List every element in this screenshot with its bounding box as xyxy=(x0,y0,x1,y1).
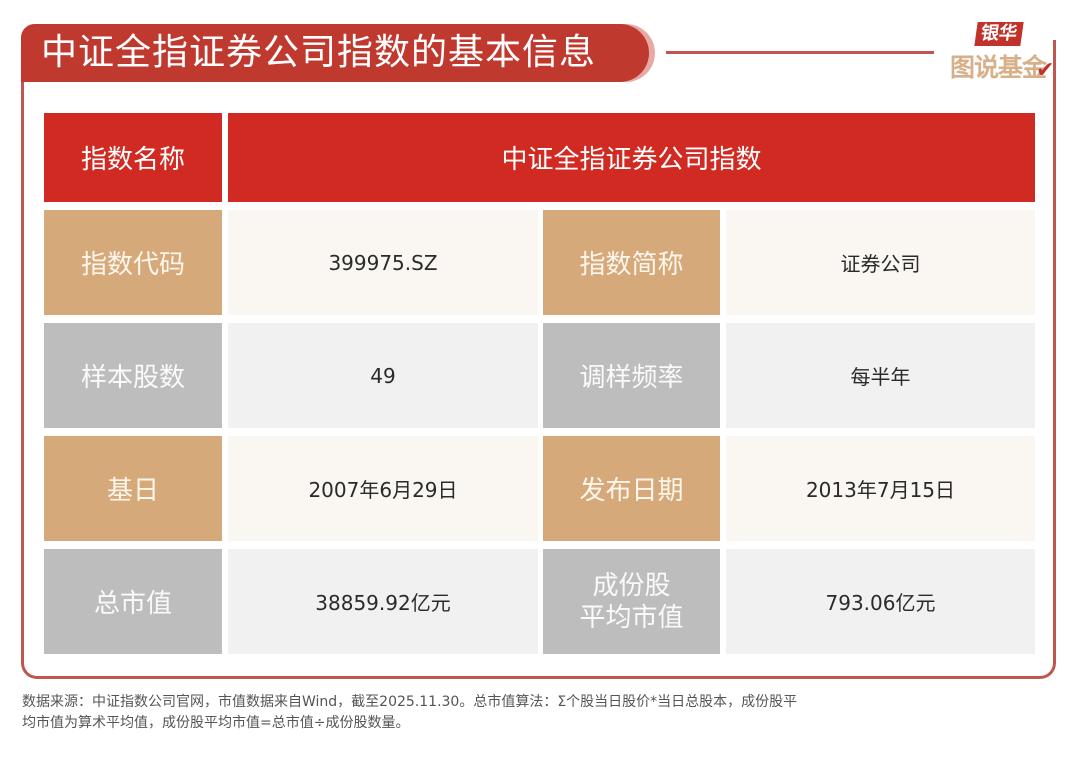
label-base-date: 基日 xyxy=(44,436,222,541)
label-rebalance-frequency: 调样频率 xyxy=(543,323,720,428)
value-avg-constituent-cap: 793.06亿元 xyxy=(726,549,1035,654)
card-frame xyxy=(21,40,1056,679)
value-sample-count: 49 xyxy=(228,323,538,428)
footnote-line-1: 数据来源：中证指数公司官网，市值数据来自Wind，截至2025.11.30。总市… xyxy=(22,694,798,710)
value-rebalance-frequency: 每半年 xyxy=(726,323,1035,428)
title-banner: 中证全指证券公司指数的基本信息 xyxy=(21,24,649,82)
label-avg-constituent-cap-line2: 平均市值 xyxy=(579,602,684,633)
value-index-code: 399975.SZ xyxy=(228,210,538,315)
label-avg-constituent-cap: 成份股 平均市值 xyxy=(543,549,720,654)
logo-series-text: 图说基金 xyxy=(950,53,1047,82)
checkmark-icon: ✔ xyxy=(1036,58,1055,83)
logo-brand-text: 银华 xyxy=(974,22,1024,46)
label-avg-constituent-cap-line1: 成份股 xyxy=(592,570,671,601)
title-divider xyxy=(666,51,934,54)
header-value-cell: 中证全指证券公司指数 xyxy=(228,113,1035,202)
page-title: 中证全指证券公司指数的基本信息 xyxy=(41,32,597,73)
value-index-short-name: 证券公司 xyxy=(726,210,1035,315)
label-index-code: 指数代码 xyxy=(44,210,222,315)
footnote-line-2: 均市值为算术平均值，成份股平均市值=总市值÷成份股数量。 xyxy=(22,715,410,731)
brand-logo: 银华 图说基金 ✔ xyxy=(948,18,1068,98)
label-launch-date: 发布日期 xyxy=(543,436,720,541)
label-total-market-cap: 总市值 xyxy=(44,549,222,654)
value-total-market-cap: 38859.92亿元 xyxy=(228,549,538,654)
header-label-cell: 指数名称 xyxy=(44,113,222,202)
footnote: 数据来源：中证指数公司官网，市值数据来自Wind，截至2025.11.30。总市… xyxy=(22,692,922,734)
label-index-short-name: 指数简称 xyxy=(543,210,720,315)
label-sample-count: 样本股数 xyxy=(44,323,222,428)
value-launch-date: 2013年7月15日 xyxy=(726,436,1035,541)
value-base-date: 2007年6月29日 xyxy=(228,436,538,541)
